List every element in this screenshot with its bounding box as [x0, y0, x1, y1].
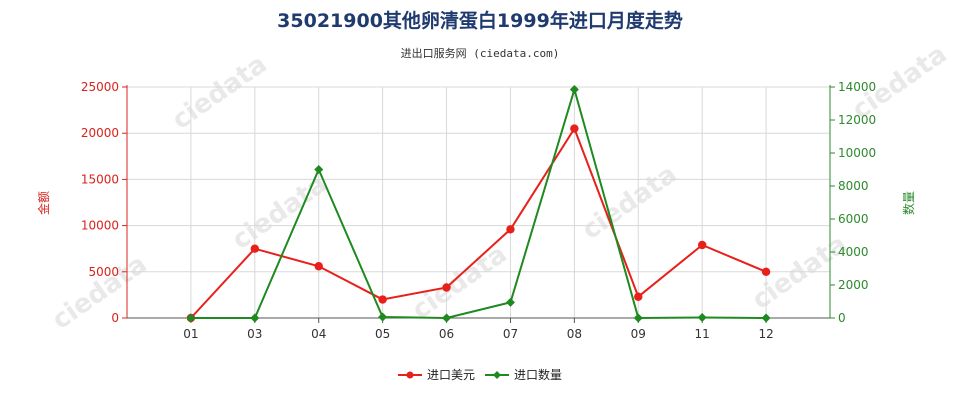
tick-labels: 0 5000 10000 15000 20000 25000 0 2000 4000 6000 80…: [81, 80, 876, 341]
data-point-0-7[interactable]: [634, 292, 643, 301]
x-tick-label: 06: [439, 327, 454, 341]
watermark-mark: ciedata: [167, 49, 273, 136]
data-point-1-0[interactable]: [186, 313, 196, 323]
left-tick-label: 20000: [81, 126, 119, 140]
data-point-0-5[interactable]: [506, 225, 515, 234]
legend-label-usd: 进口美元: [427, 368, 475, 382]
right-tick-label: 12000: [838, 113, 876, 127]
x-tick-label: 04: [311, 327, 326, 341]
left-tick-label: 5000: [88, 265, 119, 279]
legend: 进口美元 进口数量: [398, 367, 562, 382]
data-point-1-8[interactable]: [697, 313, 707, 323]
series-line-0: [190, 126, 767, 319]
legend-marker-usd: [406, 371, 414, 379]
right-tick-label: 10000: [838, 146, 876, 160]
right-tick-label: 0: [838, 311, 846, 325]
data-point-0-6[interactable]: [570, 124, 579, 133]
legend-item-usd[interactable]: 进口美元: [398, 368, 475, 382]
left-axis-title: 金额: [36, 191, 51, 215]
right-axis-title: 数量: [901, 191, 916, 215]
chart-title: 35021900其他卵清蛋白1999年进口月度走势: [277, 9, 683, 32]
left-tick-label: 10000: [81, 219, 119, 233]
data-point-0-4[interactable]: [442, 283, 451, 292]
x-tick-label: 05: [375, 327, 390, 341]
chart-subtitle: 进出口服务网 (ciedata.com): [401, 46, 560, 60]
right-tick-label: 6000: [838, 212, 869, 226]
data-point-1-1[interactable]: [250, 313, 260, 323]
watermark-mark: ciedata: [47, 249, 153, 336]
data-point-1-7[interactable]: [633, 313, 643, 323]
right-tick-label: 2000: [838, 278, 869, 292]
watermark-mark: ciedata: [407, 239, 513, 326]
x-tick-label: 12: [758, 327, 773, 341]
legend-label-qty: 进口数量: [514, 367, 562, 382]
right-tick-label: 8000: [838, 179, 869, 193]
data-point-1-3[interactable]: [378, 312, 388, 322]
x-tick-label: 11: [695, 327, 710, 341]
legend-marker-qty: [493, 371, 501, 379]
data-point-0-1[interactable]: [250, 244, 260, 253]
series-line-1: [190, 85, 767, 320]
data-point-1-6[interactable]: [569, 84, 579, 94]
data-point-1-5[interactable]: [505, 297, 515, 307]
data-point-1-2[interactable]: [314, 165, 324, 174]
x-tick-label: 01: [183, 327, 198, 341]
left-tick-label: 15000: [81, 172, 119, 186]
x-tick-label: 03: [247, 327, 262, 341]
x-tick-label: 09: [631, 327, 646, 341]
data-point-0-3[interactable]: [378, 295, 387, 304]
right-tick-label: 14000: [838, 80, 876, 94]
watermark-mark: ciedata: [227, 169, 333, 256]
watermark-mark: ciedata: [577, 159, 683, 246]
x-tick-label: 07: [503, 327, 518, 341]
grid: [127, 86, 830, 318]
data-point-0-2[interactable]: [314, 262, 323, 271]
data-point-0-8[interactable]: [697, 240, 707, 250]
right-tick-label: 4000: [838, 245, 869, 259]
data-point-1-4[interactable]: [442, 313, 452, 323]
x-tick-label: 08: [567, 327, 582, 341]
data-point-0-9[interactable]: [761, 267, 771, 276]
watermark-layer: ciedataciedataciedataciedataciedatacieda…: [47, 39, 953, 336]
data-point-1-9[interactable]: [761, 313, 771, 323]
legend-item-qty[interactable]: 进口数量: [485, 367, 562, 382]
series-layer: [186, 84, 771, 323]
left-tick-label: 0: [111, 311, 119, 325]
left-tick-label: 25000: [81, 80, 119, 94]
